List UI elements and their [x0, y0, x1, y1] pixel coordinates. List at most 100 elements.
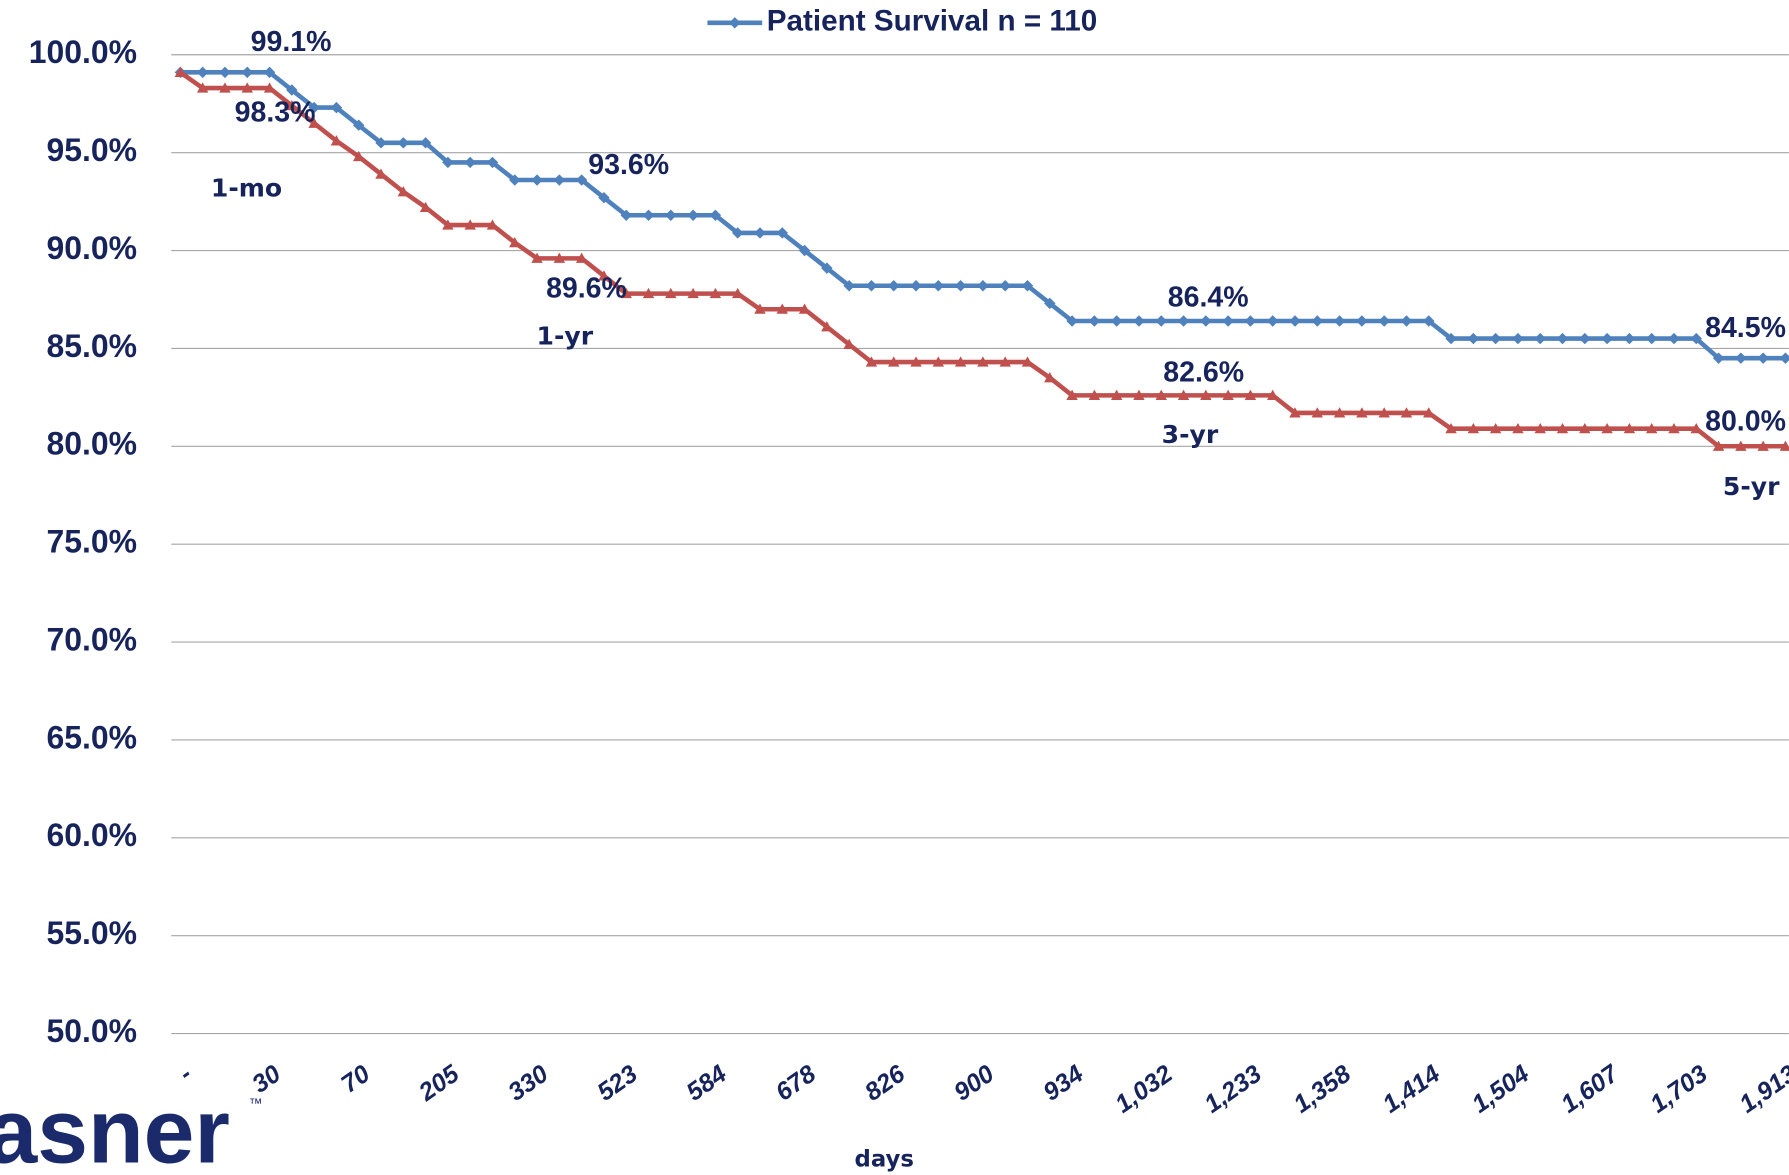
x-tick-label: 1,233 [1199, 1060, 1267, 1119]
marker [932, 280, 945, 292]
marker [1133, 315, 1145, 327]
marker [888, 280, 900, 292]
marker [1512, 422, 1524, 434]
marker [286, 99, 298, 111]
x-tick-label: 1,414 [1378, 1060, 1446, 1119]
marker [219, 66, 231, 79]
marker [731, 227, 744, 239]
marker [1267, 389, 1279, 400]
marker [620, 287, 632, 299]
marker [1289, 315, 1301, 327]
annotation: 5-yr [1723, 472, 1780, 501]
marker [1601, 332, 1613, 345]
marker [1155, 315, 1167, 327]
marker [1311, 407, 1324, 418]
annotation: 84.5% [1705, 312, 1786, 344]
marker [1267, 315, 1279, 327]
x-tick-label: 1,504 [1467, 1060, 1535, 1119]
marker [419, 201, 432, 213]
annotation: 93.6% [588, 149, 669, 181]
annotation: 1-yr [537, 322, 594, 351]
x-tick-label: 826 [860, 1059, 911, 1107]
marker [308, 117, 320, 128]
annotation: 82.6% [1163, 357, 1244, 389]
x-tick-label: 1,032 [1110, 1060, 1178, 1119]
marker [509, 236, 521, 248]
marker [1534, 422, 1546, 434]
logo: asner [0, 1081, 230, 1175]
marker [575, 174, 588, 186]
y-tick-label: 80.0% [46, 426, 137, 462]
marker [1110, 315, 1123, 327]
marker [1044, 372, 1056, 383]
marker [486, 219, 499, 230]
marker [642, 287, 655, 299]
marker [1133, 389, 1145, 400]
marker [1423, 407, 1435, 418]
marker [1735, 352, 1747, 364]
marker [687, 209, 699, 221]
annotation: 99.1% [251, 26, 332, 58]
marker [620, 209, 632, 221]
x-tick-label: 1,703 [1645, 1060, 1713, 1119]
marker [1177, 389, 1190, 400]
marker [821, 321, 833, 332]
marker [1757, 352, 1769, 364]
marker [729, 17, 741, 29]
marker [1556, 422, 1569, 434]
marker [1400, 315, 1413, 327]
marker [1289, 407, 1301, 418]
marker [1423, 315, 1435, 327]
marker [464, 156, 476, 169]
x-tick-label: 205 [413, 1059, 465, 1107]
marker [1668, 332, 1680, 345]
marker [1066, 315, 1078, 327]
marker [731, 287, 744, 299]
marker [1779, 352, 1789, 364]
marker [910, 280, 922, 292]
marker [575, 252, 588, 263]
marker [1200, 315, 1212, 327]
marker [1668, 422, 1680, 434]
marker [843, 338, 855, 350]
marker [1110, 389, 1123, 400]
y-tick-label: 100.0% [29, 34, 137, 70]
annotation: 98.3% [235, 97, 316, 129]
marker [1378, 407, 1390, 418]
marker [776, 227, 788, 239]
marker [531, 174, 543, 186]
marker [1512, 332, 1524, 345]
marker [999, 280, 1011, 292]
legend-label: Patient Survival n = 110 [767, 5, 1098, 38]
marker [1311, 315, 1324, 327]
marker [1534, 332, 1546, 345]
marker [330, 135, 343, 146]
x-tick-label: 1,913 [1734, 1060, 1789, 1119]
marker [1712, 440, 1725, 451]
marker [375, 168, 387, 179]
marker [1177, 315, 1190, 327]
marker [464, 219, 476, 230]
marker [1623, 332, 1636, 345]
x-tick-label: 30 [247, 1060, 286, 1099]
marker [1244, 389, 1257, 400]
y-tick-label: 50.0% [46, 1013, 137, 1049]
x-tick-label: 330 [503, 1060, 553, 1107]
marker [1155, 389, 1167, 400]
marker [1333, 315, 1346, 327]
marker [598, 270, 610, 281]
marker [910, 356, 922, 367]
annotation: 80.0% [1705, 406, 1786, 438]
marker [798, 303, 811, 314]
marker [1044, 297, 1056, 310]
marker [1088, 315, 1101, 327]
marker [1222, 389, 1234, 400]
x-axis-label: days [855, 1147, 914, 1173]
annotation: 86.4% [1168, 281, 1249, 313]
x-tick-label: 70 [336, 1060, 375, 1099]
marker [353, 119, 365, 131]
marker [1445, 422, 1457, 434]
marker [1489, 422, 1502, 434]
marker [1400, 407, 1413, 418]
